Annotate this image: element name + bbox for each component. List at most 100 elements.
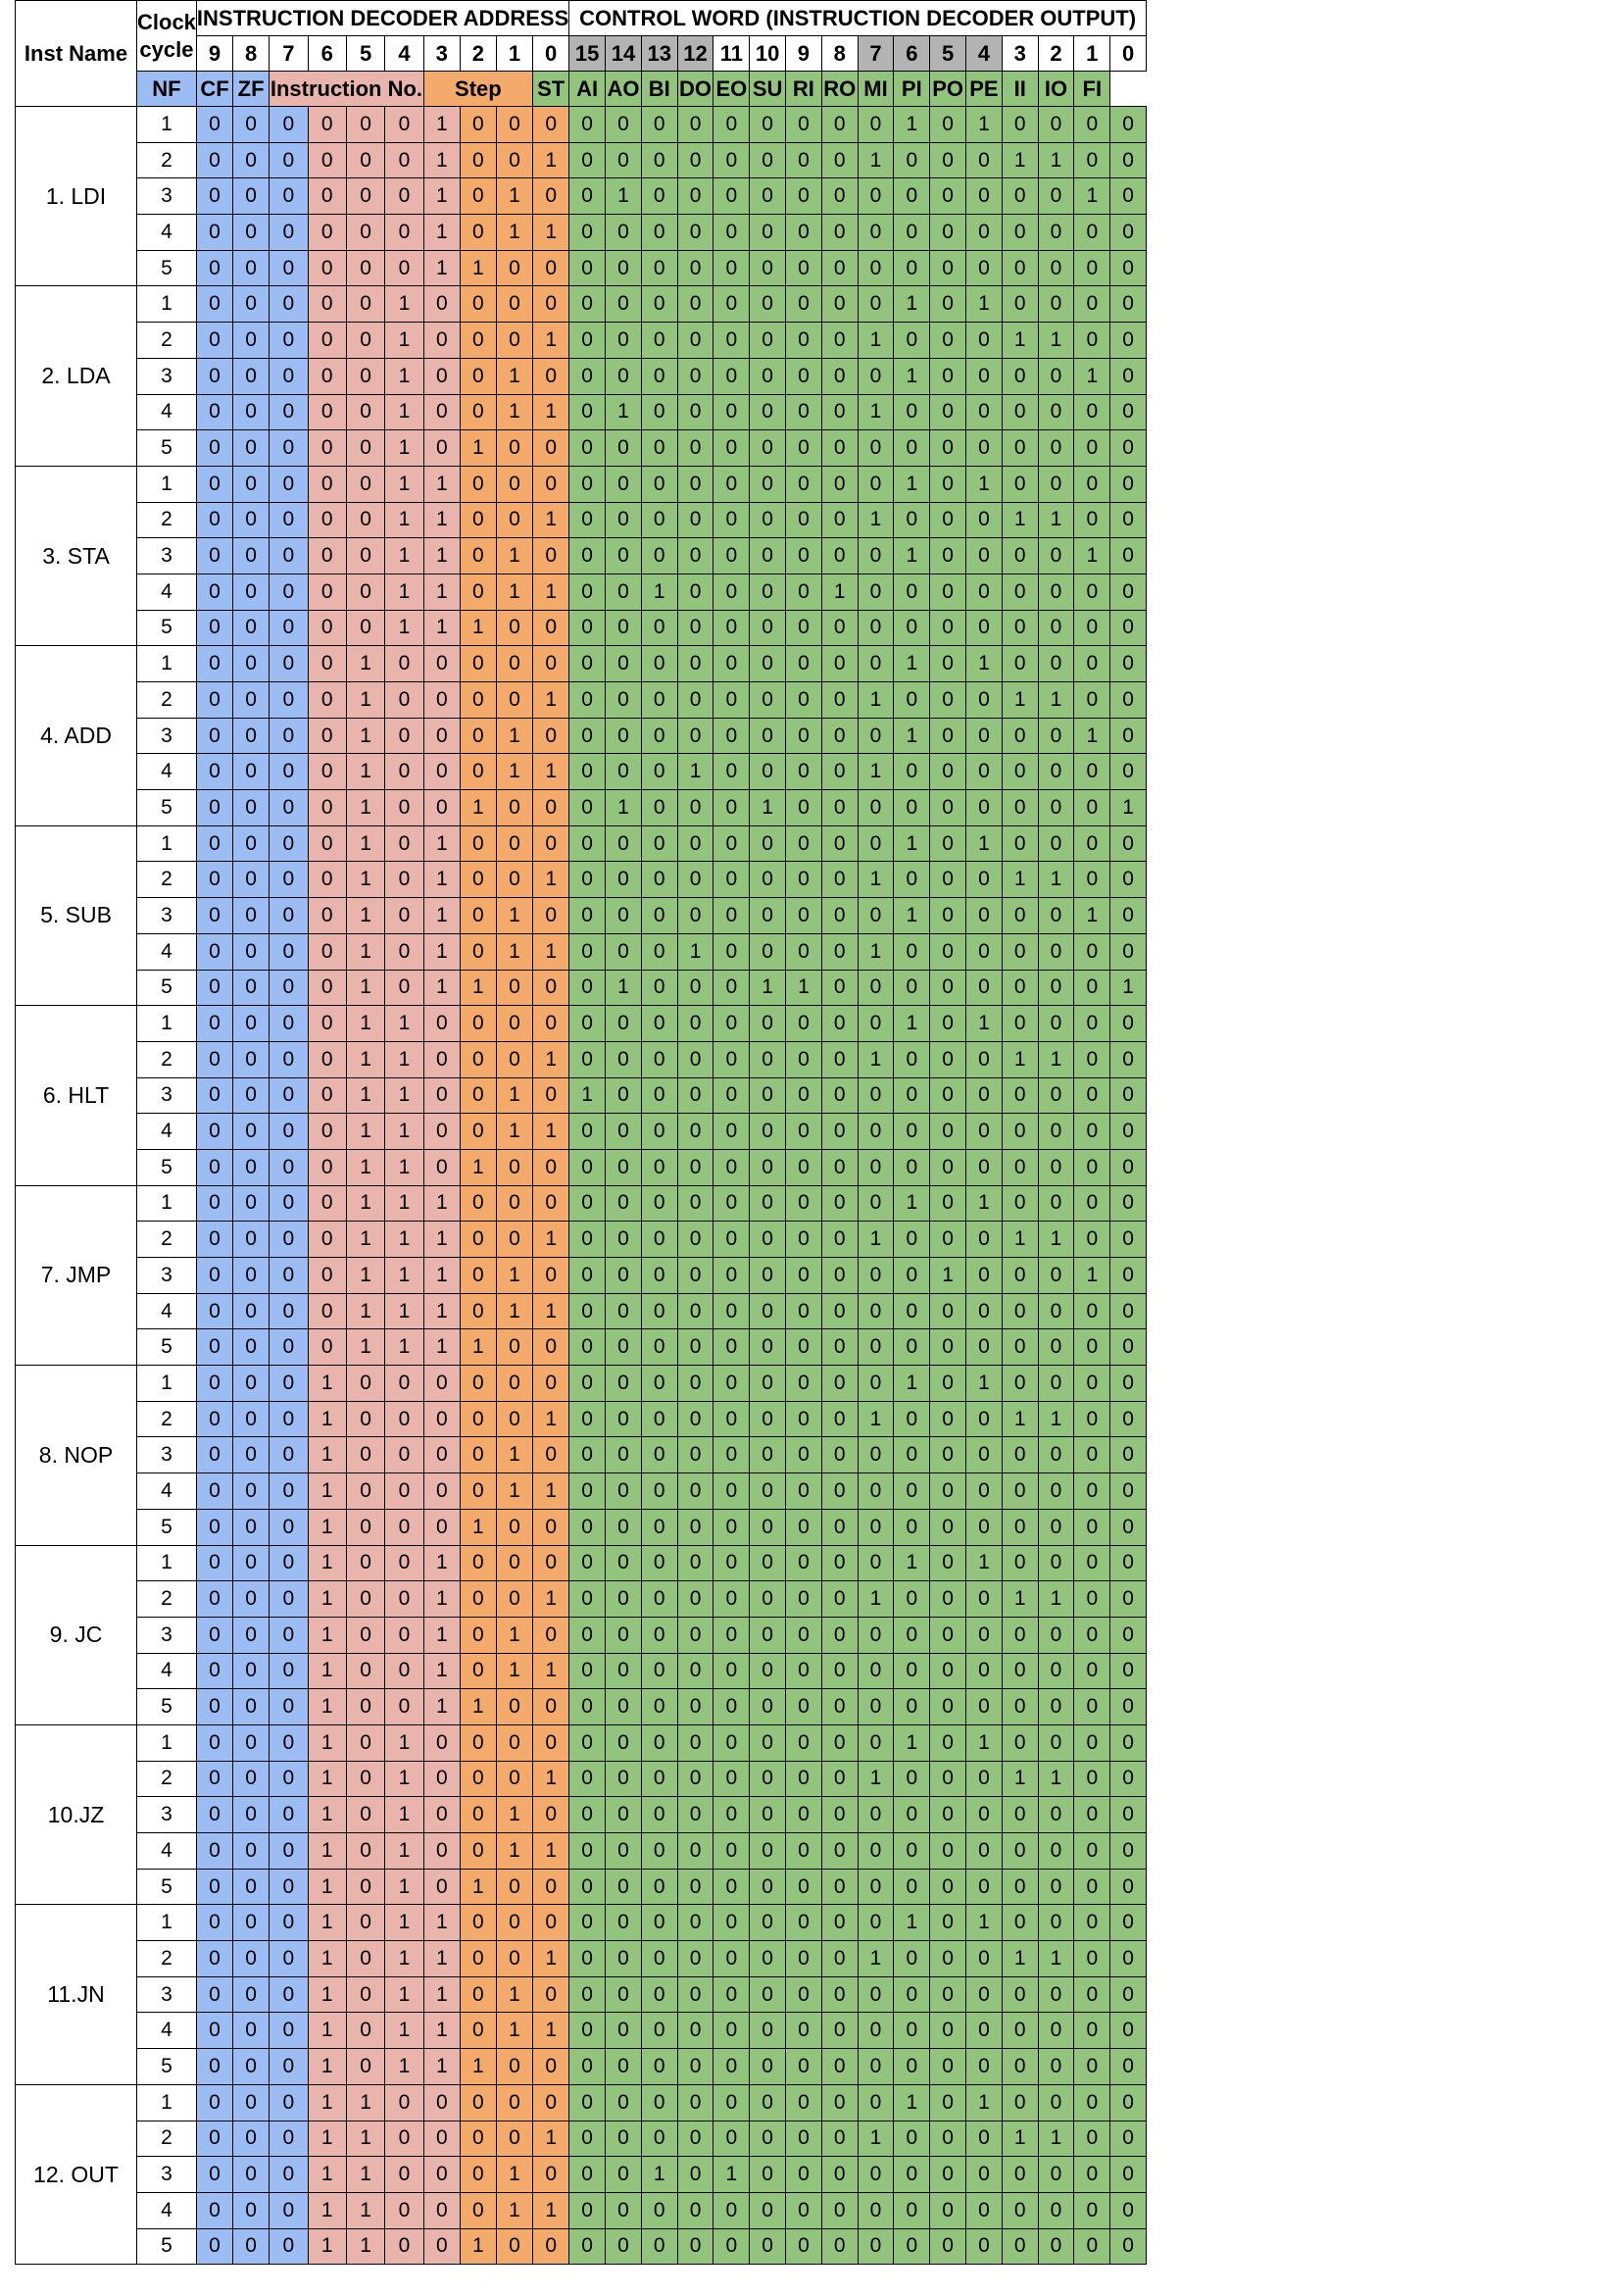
- control-bit-cell: 0: [568, 1508, 607, 1546]
- step-bit-cell: 0: [532, 789, 570, 826]
- control-bit-cell: 0: [605, 1472, 642, 1510]
- control-bit-cell: 0: [1037, 969, 1075, 1007]
- control-bit-cell: 0: [820, 1508, 859, 1546]
- instruction-bit-cell: 1: [345, 1184, 386, 1223]
- control-bit-cell: 0: [785, 2120, 822, 2158]
- control-bit-cell: 0: [893, 2227, 931, 2266]
- control-bit-cell: 0: [785, 2156, 822, 2193]
- control-bit-cell: 0: [929, 1292, 967, 1330]
- instruction-bit-cell: 0: [422, 717, 461, 755]
- control-bit-cell: 0: [857, 1868, 895, 1906]
- control-bit-cell: 0: [929, 789, 967, 826]
- instruction-bit-cell: 0: [307, 1184, 347, 1223]
- control-bit-cell: 0: [929, 609, 967, 647]
- instruction-bit-cell: 1: [384, 1076, 424, 1115]
- address-bit-3-header: 3: [422, 35, 461, 72]
- control-bit-cell: 0: [713, 2012, 751, 2050]
- control-bit-cell: 0: [929, 681, 967, 719]
- flag-bit-cell: 0: [269, 1113, 309, 1150]
- instruction-bit-cell: 1: [422, 1292, 461, 1330]
- instruction-bit-cell: 0: [384, 2156, 424, 2193]
- control-bit-cell: 1: [640, 573, 678, 611]
- control-bit-cell: 0: [1037, 2083, 1075, 2121]
- control-bit-cell: 1: [1073, 177, 1111, 216]
- control-bit-cell: 0: [605, 897, 642, 934]
- control-bit-cell: 0: [749, 1221, 787, 1258]
- instruction-bit-cell: 1: [345, 1257, 386, 1294]
- flag-bit-cell: 0: [269, 969, 309, 1007]
- control-bit-cell: 0: [785, 2048, 822, 2085]
- flag-bit-cell: 0: [195, 285, 234, 324]
- control-bit-cell: 0: [857, 645, 895, 682]
- control-bit-cell: 0: [1001, 2156, 1039, 2193]
- control-bit-cell: 0: [820, 2083, 859, 2121]
- control-bit-cell: 0: [1001, 1832, 1039, 1870]
- step-bit-cell: 1: [495, 2191, 534, 2229]
- control-bit-cell: 0: [1109, 1688, 1147, 1725]
- control-bit-cell: 0: [929, 1940, 967, 1977]
- instruction-bit-cell: 1: [384, 573, 424, 611]
- control-bit-cell: 1: [893, 465, 931, 503]
- instruction-bit-cell: 1: [345, 861, 386, 899]
- flag-bit-cell: 0: [195, 1652, 234, 1690]
- step-bit-cell: 0: [459, 645, 497, 682]
- control-bit-cell: 0: [1037, 1005, 1075, 1042]
- flag-bit-cell: 0: [195, 1760, 234, 1798]
- control-bit-cell: 0: [676, 2191, 714, 2229]
- control-bit-cell: 0: [1073, 609, 1111, 647]
- control-bit-cell: 0: [676, 285, 714, 324]
- control-bit-cell: 0: [929, 1652, 967, 1690]
- control-bit-cell: 0: [676, 2048, 714, 2085]
- control-bit-cell: 0: [785, 249, 822, 287]
- control-bit-cell: 0: [785, 1688, 822, 1725]
- control-bit-cell: 0: [1109, 214, 1147, 251]
- control-bit-cell: 0: [820, 2048, 859, 2085]
- instruction-bit-cell: 0: [384, 1580, 424, 1618]
- control-bit-cell: 0: [820, 465, 859, 503]
- control-bit-cell: 0: [568, 2120, 607, 2158]
- control-bit-cell: 1: [676, 753, 714, 791]
- control-bit-cell: 0: [1073, 1113, 1111, 1150]
- step-bit-cell: 0: [532, 1328, 570, 1367]
- instruction-bit-cell: 1: [422, 969, 461, 1007]
- flag-bit-cell: 0: [269, 1328, 309, 1367]
- control-bit-cell: 1: [1001, 141, 1039, 179]
- address-bit-1-header: 1: [495, 35, 534, 72]
- flag-bit-cell: 0: [269, 537, 309, 574]
- clock-cycle-cell: 3: [136, 717, 197, 755]
- control-bit-cell: 0: [929, 393, 967, 431]
- instruction-bit-cell: 0: [345, 501, 386, 539]
- instruction-bit-cell: 0: [422, 322, 461, 359]
- control-bit-cell: 1: [965, 1365, 1003, 1402]
- instruction-bit-cell: 1: [422, 537, 461, 574]
- step-bit-cell: 0: [532, 1688, 570, 1725]
- control-bit-cell: 1: [1001, 861, 1039, 899]
- flag-bit-cell: 0: [195, 609, 234, 647]
- address-bit-8-header: 8: [232, 35, 270, 72]
- instruction-bit-cell: 1: [422, 1940, 461, 1977]
- clock-cycle-cell: 5: [136, 969, 197, 1007]
- flag-bit-cell: 0: [232, 393, 270, 431]
- step-bit-cell: 1: [532, 1832, 570, 1870]
- control-bit-cell: 0: [965, 1040, 1003, 1078]
- control-bit-cell: 0: [640, 1221, 678, 1258]
- control-bit-cell: 0: [749, 1832, 787, 1870]
- flag-bit-cell: 0: [232, 861, 270, 899]
- control-bit-cell: 0: [929, 1221, 967, 1258]
- instruction-bit-cell: 0: [384, 1616, 424, 1654]
- clock-cycle-cell: 2: [136, 141, 197, 179]
- instruction-bit-cell: 0: [384, 1472, 424, 1510]
- control-bit-cell: 0: [785, 2012, 822, 2050]
- flag-bit-cell: 0: [232, 753, 270, 791]
- step-bit-cell: 0: [459, 1365, 497, 1402]
- instruction-bit-cell: 1: [345, 789, 386, 826]
- control-bit-cell: 0: [676, 824, 714, 863]
- flag-bit-cell: 0: [269, 645, 309, 682]
- control-bit-cell: 0: [568, 1760, 607, 1798]
- control-bit-cell: 1: [893, 285, 931, 324]
- instruction-bit-cell: 1: [422, 2012, 461, 2050]
- control-bit-cell: 0: [749, 429, 787, 467]
- control-bit-cell: 0: [713, 1616, 751, 1654]
- control-bit-cell: 0: [965, 969, 1003, 1007]
